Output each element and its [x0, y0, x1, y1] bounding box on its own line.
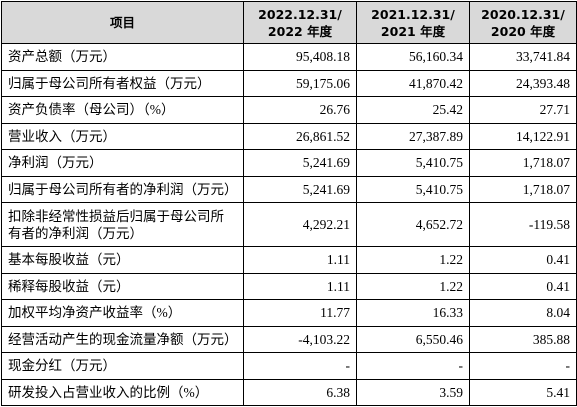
table-row: 归属于母公司所有者权益（万元） 59,175.06 41,870.42 24,393.…	[1, 69, 577, 97]
table-row: 营业收入（万元） 26,861.52 27,387.89 14,122.91	[1, 122, 577, 150]
cell-value: 25.42	[356, 96, 470, 124]
row-label: 归属于母公司所有者的净利润（万元）	[1, 175, 244, 203]
row-label: 归属于母公司所有者权益（万元）	[1, 69, 244, 97]
header-cell: 项目	[1, 1, 244, 44]
row-label: 现金分红（万元）	[1, 352, 244, 380]
row-label: 加权平均净资产收益率（%）	[1, 299, 244, 327]
row-label: 资产总额（万元）	[1, 43, 244, 71]
row-label: 净利润（万元）	[1, 149, 244, 177]
cell-value: 27.71	[469, 96, 577, 124]
table-row: 基本每股收益（元） 1.11 1.22 0.41	[1, 246, 577, 274]
cell-value: 56,160.34	[356, 43, 470, 71]
header-text: 2021.12.31/	[371, 6, 455, 22]
header-text: 2020.12.31/	[481, 6, 565, 22]
cell-value: 5.41	[469, 378, 577, 406]
cell-value: 11.77	[243, 299, 357, 327]
cell-value: 1,718.07	[469, 175, 577, 203]
cell-value: 3.59	[356, 378, 470, 406]
header-text: 2022.12.31/	[258, 6, 342, 22]
cell-value: 0.41	[469, 246, 577, 274]
cell-value: 6,550.46	[356, 325, 470, 353]
table-row: 研发投入占营业收入的比例（%） 6.38 3.59 5.41	[1, 378, 577, 406]
row-label: 稀释每股收益（元）	[1, 272, 244, 300]
cell-value: 1.11	[243, 246, 357, 274]
cell-value: 1.22	[356, 246, 470, 274]
header-text: 2021 年度	[380, 23, 446, 39]
row-label: 研发投入占营业收入的比例（%）	[1, 378, 244, 406]
cell-value: 1.11	[243, 272, 357, 300]
cell-value: 4,652.72	[356, 202, 470, 247]
cell-value: 24,393.48	[469, 69, 577, 97]
header-cell: 2020.12.31/2020 年度	[469, 1, 577, 44]
table-row: 稀释每股收益（元） 1.11 1.22 0.41	[1, 272, 577, 300]
cell-value: 4,292.21	[243, 202, 357, 247]
header-text: 2022 年度	[267, 23, 333, 39]
cell-value: 8.04	[469, 299, 577, 327]
table-row: 归属于母公司所有者的净利润（万元） 5,241.69 5,410.75 1,718.0…	[1, 175, 577, 203]
cell-value: 385.88	[469, 325, 577, 353]
cell-value: -	[469, 352, 577, 380]
cell-value: -4,103.22	[243, 325, 357, 353]
table-body: 资产总额（万元） 95,408.18 56,160.34 33,741.84 归属于母公…	[1, 43, 577, 406]
cell-value: 27,387.89	[356, 122, 470, 150]
cell-value: -119.58	[469, 202, 577, 247]
cell-value: 5,410.75	[356, 175, 470, 203]
row-label: 资产负债率（母公司）（%）	[1, 96, 244, 124]
cell-value: 5,241.69	[243, 149, 357, 177]
header-text: 2020 年度	[490, 23, 556, 39]
cell-value: 95,408.18	[243, 43, 357, 71]
cell-value: 1.22	[356, 272, 470, 300]
table-row: 净利润（万元） 5,241.69 5,410.75 1,718.07	[1, 149, 577, 177]
row-label: 扣除非经常性损益后归属于母公司所有者的净利润（万元）	[1, 202, 244, 247]
table-row: 经营活动产生的现金流量净额（万元） -4,103.22 6,550.46 385.88	[1, 325, 577, 353]
cell-value: 33,741.84	[469, 43, 577, 71]
header-cell: 2022.12.31/2022 年度	[243, 1, 357, 44]
cell-value: 1,718.07	[469, 149, 577, 177]
cell-value: 5,410.75	[356, 149, 470, 177]
cell-value: 26.76	[243, 96, 357, 124]
cell-value: 16.33	[356, 299, 470, 327]
row-label: 营业收入（万元）	[1, 122, 244, 150]
header-row: 项目 2022.12.31/2022 年度 2021.12.31/2021 年度 20…	[1, 1, 577, 44]
table-row: 资产负债率（母公司）（%） 26.76 25.42 27.71	[1, 96, 577, 124]
cell-value: 59,175.06	[243, 69, 357, 97]
cell-value: 5,241.69	[243, 175, 357, 203]
header-cell: 2021.12.31/2021 年度	[356, 1, 470, 44]
cell-value: 6.38	[243, 378, 357, 406]
cell-value: 26,861.52	[243, 122, 357, 150]
table-row: 扣除非经常性损益后归属于母公司所有者的净利润（万元） 4,292.21 4,652.…	[1, 202, 577, 247]
row-label: 经营活动产生的现金流量净额（万元）	[1, 325, 244, 353]
cell-value: -	[356, 352, 470, 380]
table-row: 资产总额（万元） 95,408.18 56,160.34 33,741.84	[1, 43, 577, 71]
cell-value: -	[243, 352, 357, 380]
table-row: 现金分红（万元） - - -	[1, 352, 577, 380]
cell-value: 14,122.91	[469, 122, 577, 150]
cell-value: 41,870.42	[356, 69, 470, 97]
table-row: 加权平均净资产收益率（%） 11.77 16.33 8.04	[1, 299, 577, 327]
cell-value: 0.41	[469, 272, 577, 300]
row-label: 基本每股收益（元）	[1, 246, 244, 274]
